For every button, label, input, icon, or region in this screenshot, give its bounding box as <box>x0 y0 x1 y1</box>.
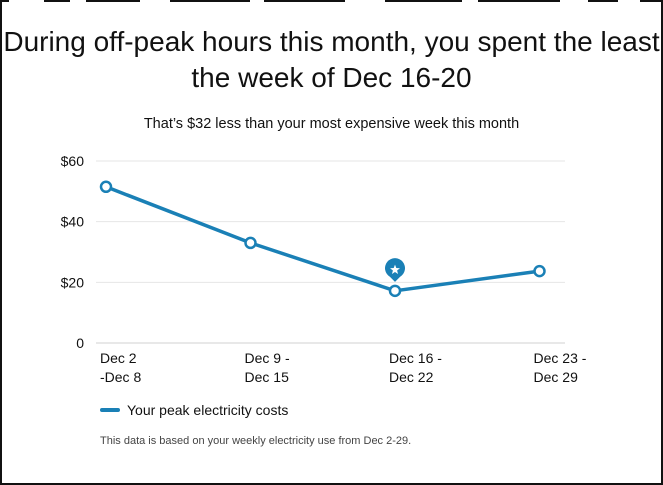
chart-subtitle: That’s $32 less than your most expensive… <box>143 116 520 132</box>
legend-label: Your peak electricity costs <box>127 402 289 418</box>
x-tick-label: Dec 16 - <box>389 350 442 366</box>
x-tick-label: -Dec 8 <box>100 369 141 385</box>
y-tick-label: 0 <box>76 335 84 351</box>
y-tick-label: $60 <box>61 153 85 169</box>
series-line <box>104 185 542 293</box>
star-icon <box>384 258 405 282</box>
data-point <box>244 236 257 250</box>
top-border <box>0 0 663 3</box>
y-tick-label: $20 <box>61 274 85 290</box>
y-tick-label: $40 <box>61 214 85 230</box>
data-point <box>388 284 402 298</box>
x-tick-label: Dec 2 <box>100 350 137 366</box>
x-tick-label: Dec 22 <box>389 369 434 385</box>
data-point <box>533 264 546 278</box>
x-tick-label: Dec 15 <box>245 369 290 385</box>
x-tick-label: Dec 9 - <box>245 350 290 366</box>
legend: Your peak electricity costs <box>100 400 288 420</box>
x-tick-label: Dec 23 - <box>534 350 587 366</box>
data-point <box>99 180 113 194</box>
footnote: This data is based on your weekly electr… <box>100 435 412 447</box>
legend-swatch <box>100 408 120 412</box>
chart-title: During off-peak hours this month, you sp… <box>3 26 660 93</box>
x-tick-label: Dec 29 <box>534 369 579 385</box>
